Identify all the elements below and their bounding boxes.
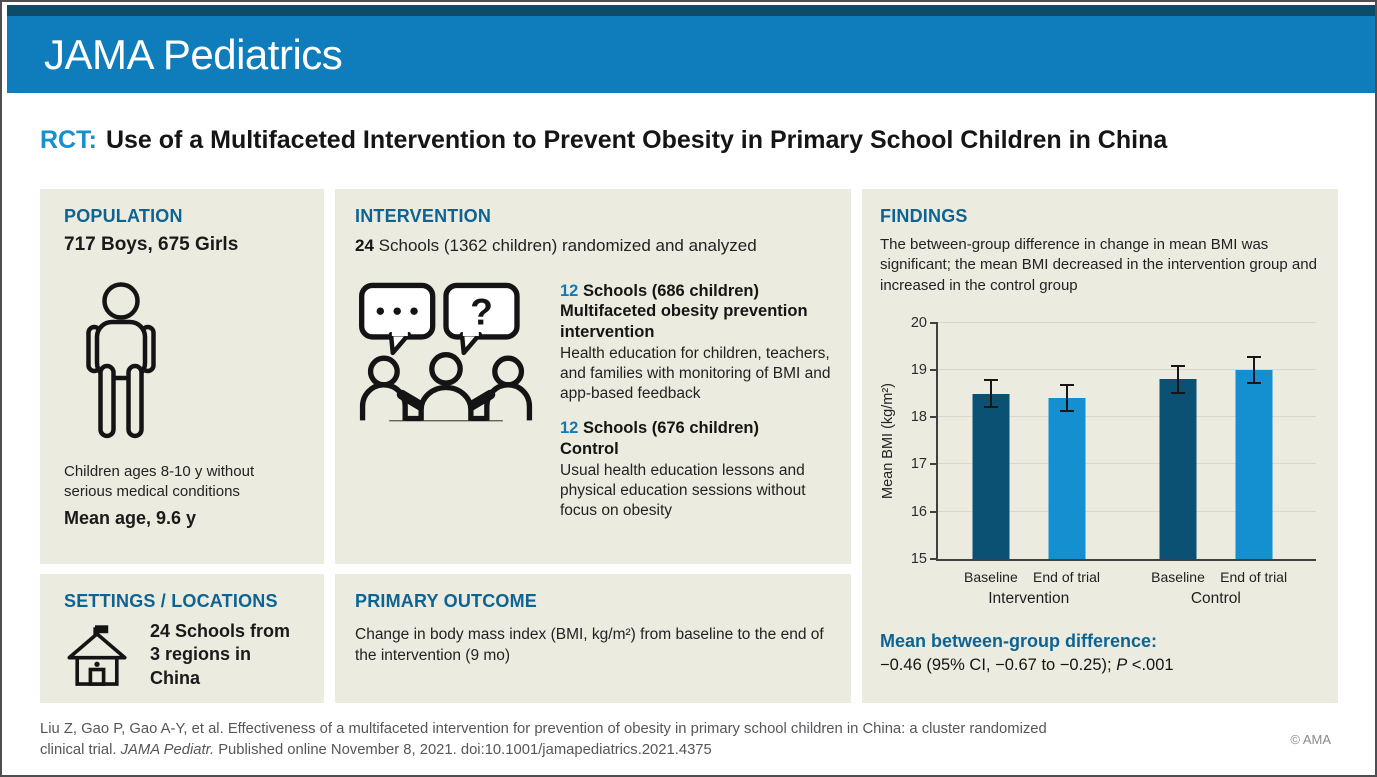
intervention-panel: INTERVENTION 24 Schools (1362 children) … — [335, 189, 851, 564]
difference-value-text: −0.46 (95% CI, −0.67 to −0.25); — [880, 655, 1117, 674]
primary-outcome-panel: PRIMARY OUTCOME Change in body mass inde… — [335, 574, 851, 703]
chart-error-bar — [1246, 355, 1261, 385]
bmi-bar-chart: Mean BMI (kg/m²) 15 16 17 18 19 20 Baseline En… — [880, 315, 1322, 607]
group-1-number: 12 — [560, 282, 579, 300]
population-description: Children ages 8-10 y without serious med… — [64, 463, 255, 500]
citation-after-journal: Published online November 8, 2021. doi:1… — [214, 741, 712, 758]
header: JAMA Pediatrics — [7, 5, 1375, 93]
bar-chart-yaxis: 15 16 17 18 19 20 — [900, 315, 936, 567]
population-heading: POPULATION — [64, 206, 183, 226]
left-column: POPULATION 717 Boys, 675 Girls Children … — [40, 189, 324, 703]
population-mean-age: Mean age, 9.6 y — [64, 507, 197, 528]
p-value: <.001 — [1127, 655, 1174, 674]
right-column: FINDINGS The between-group difference in… — [862, 189, 1338, 703]
chart-gridline — [938, 510, 1316, 512]
chart-bar-intervention-baseline — [972, 393, 1010, 559]
settings-line-2: 3 regions in China — [150, 644, 252, 688]
settings-text: 24 Schools from 3 regions in China — [150, 620, 306, 690]
citation-journal: JAMA Pediatr. — [120, 741, 215, 758]
x-axis-label: Baseline — [1151, 568, 1205, 585]
y-tick-mark — [930, 463, 938, 466]
copyright-notice: © AMA — [1290, 732, 1331, 747]
x-axis-label: End of trial — [1220, 568, 1288, 585]
y-tick-mark — [930, 321, 938, 324]
y-tick-mark — [930, 557, 938, 560]
intervention-intro-rest: Schools (1362 children) randomized and a… — [373, 236, 757, 255]
chart-bar-intervention-end-of-trial — [1048, 398, 1086, 559]
intervention-intro-number: 24 — [355, 236, 374, 255]
group-2-description: Usual health education lessons and physi… — [560, 462, 806, 519]
y-tick-mark — [930, 416, 938, 419]
settings-heading: SETTINGS / LOCATIONS — [64, 591, 278, 611]
bar-chart-plot: Baseline End of trial Baseline End of trial… — [930, 321, 1316, 607]
header-bar: JAMA Pediatrics — [7, 16, 1375, 93]
intervention-intro: 24 Schools (1362 children) randomized an… — [355, 236, 833, 256]
citation-before-journal: Liu Z, Gao P, Gao A-Y, et al. Effectiven… — [40, 721, 1047, 758]
article-title-text: Use of a Multifaceted Intervention to Pr… — [105, 126, 1168, 154]
journal-brand-title: JAMA Pediatrics — [44, 30, 343, 78]
x-axis-label: Baseline — [964, 568, 1018, 585]
intervention-groups: 12 Schools (686 children) Multifaceted o… — [560, 281, 833, 520]
y-tick-label: 19 — [910, 361, 927, 378]
question-mark-glyph: ? — [470, 290, 493, 332]
chart-bar-control-end-of-trial — [1235, 369, 1273, 559]
difference-value: −0.46 (95% CI, −0.67 to −0.25); P <.001 — [880, 656, 1322, 675]
findings-heading: FINDINGS — [880, 206, 968, 226]
discussion-group-icon: ? — [355, 281, 560, 520]
population-panel: POPULATION 717 Boys, 675 Girls Children … — [40, 189, 324, 564]
intervention-group-2: 12 Schools (676 children) Control Usual … — [560, 418, 833, 520]
header-navy-strip — [7, 5, 1375, 16]
p-symbol: P — [1116, 655, 1128, 674]
group-1-description: Health education for children, teachers,… — [560, 345, 831, 402]
chart-error-bar — [1059, 384, 1074, 413]
group-2-label: Schools (676 children) — [578, 419, 759, 438]
settings-line-1: 24 Schools from — [150, 621, 291, 641]
group-2-number: 12 — [560, 419, 579, 438]
y-tick-label: 15 — [910, 550, 927, 567]
chart-gridline — [938, 463, 1316, 465]
school-building-icon — [64, 623, 130, 687]
y-axis-title: Mean BMI (kg/m²) — [880, 382, 896, 499]
primary-outcome-heading: PRIMARY OUTCOME — [355, 591, 538, 611]
y-tick-label: 20 — [910, 314, 927, 331]
y-tick-mark — [930, 510, 938, 513]
chart-error-bar — [983, 379, 998, 408]
x-group-label: Intervention — [988, 589, 1070, 607]
group-1-name: Multifaceted obesity prevention interven… — [560, 302, 808, 341]
chart-gridline — [938, 368, 1316, 370]
chart-bar-control-baseline — [1159, 379, 1197, 559]
group-2-name: Control — [560, 439, 619, 458]
middle-column: INTERVENTION 24 Schools (1362 children) … — [335, 189, 851, 703]
chart-gridline — [938, 416, 1316, 418]
article-title: RCT: Use of a Multifaceted Intervention t… — [40, 126, 1337, 155]
y-tick-mark — [930, 368, 938, 371]
y-tick-label: 17 — [910, 456, 927, 473]
findings-summary: The between-group difference in change i… — [880, 236, 1317, 294]
y-tick-label: 18 — [910, 409, 927, 426]
population-counts: 717 Boys, 675 Girls — [64, 234, 239, 255]
difference-heading: Mean between-group difference: — [880, 630, 1158, 651]
intervention-group-1: 12 Schools (686 children) Multifaceted o… — [560, 281, 833, 403]
chart-error-bar — [1171, 365, 1186, 394]
x-group-label: Control — [1190, 589, 1241, 607]
y-tick-label: 16 — [910, 503, 927, 520]
findings-panel: FINDINGS The between-group difference in… — [862, 189, 1338, 703]
group-1-label: Schools (686 children) — [578, 282, 759, 300]
settings-panel: SETTINGS / LOCATIONS 24 School — [40, 574, 324, 703]
primary-outcome-text: Change in body mass index (BMI, kg/m²) f… — [355, 626, 824, 665]
study-type-tag: RCT: — [40, 126, 97, 154]
child-figure-icon — [86, 282, 306, 440]
chart-gridline — [938, 321, 1316, 323]
citation: Liu Z, Gao P, Gao A-Y, et al. Effectiven… — [40, 719, 1052, 760]
intervention-heading: INTERVENTION — [355, 206, 492, 226]
x-axis-label: End of trial — [1033, 568, 1100, 585]
panel-grid: POPULATION 717 Boys, 675 Girls Children … — [40, 189, 1338, 703]
